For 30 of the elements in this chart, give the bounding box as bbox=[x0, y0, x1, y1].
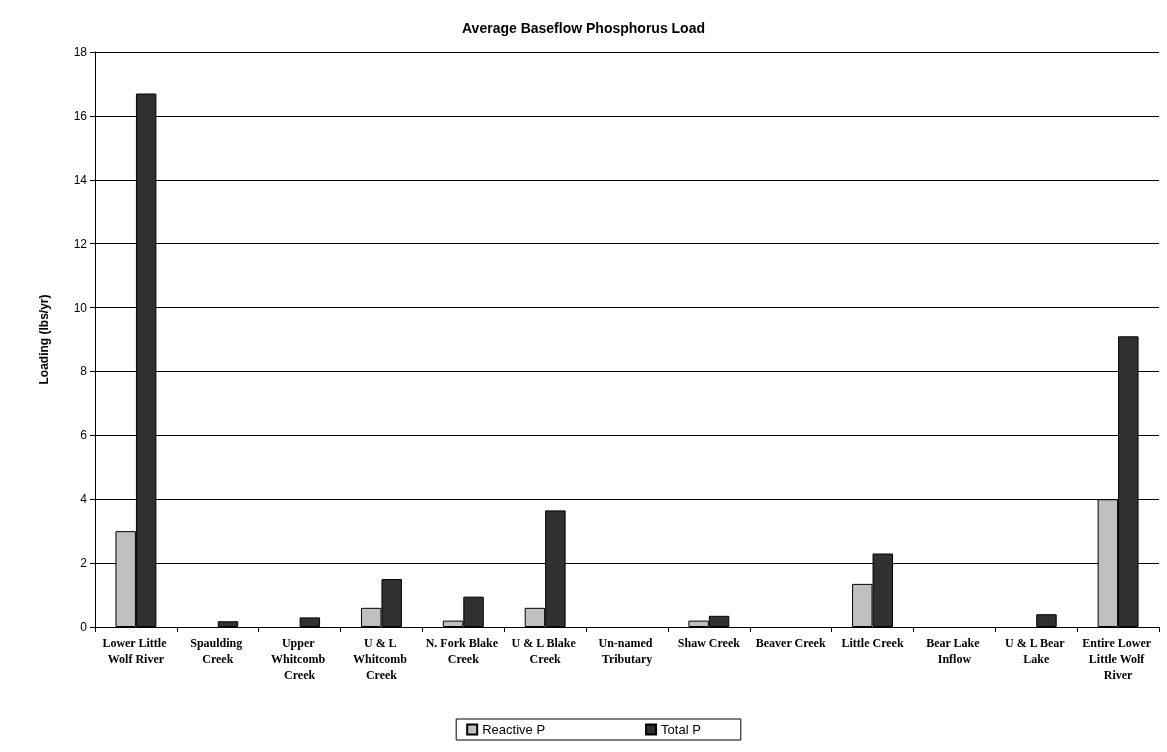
x-tick-label: N. Fork Blake Creek bbox=[425, 636, 501, 666]
x-tick-label: U & L Blake Creek bbox=[511, 636, 579, 666]
y-tick-label: 8 bbox=[80, 364, 88, 379]
x-tick-label: Bear Lake Inflow bbox=[926, 636, 983, 666]
x-tick-label: Upper Whitcomb Creek bbox=[271, 636, 329, 682]
y-tick-label: 2 bbox=[80, 556, 88, 571]
x-tick-label: Little Creek bbox=[841, 636, 904, 650]
y-tick-label: 18 bbox=[73, 45, 88, 59]
legend-label: Reactive P bbox=[482, 722, 546, 737]
x-tick-label: U & L Whitcomb Creek bbox=[352, 636, 410, 682]
x-tick-label: Beaver Creek bbox=[755, 636, 826, 650]
x-tick-label: Shaw Creek bbox=[677, 636, 741, 650]
y-tick-label: 10 bbox=[73, 300, 88, 315]
y-tick-label: 12 bbox=[73, 236, 88, 251]
legend-label: Total P bbox=[661, 722, 701, 737]
x-tick-label: Entire Lower Little Wolf River bbox=[1082, 636, 1154, 682]
bar bbox=[217, 621, 239, 627]
y-tick-label: 14 bbox=[73, 172, 88, 187]
bar bbox=[299, 617, 321, 627]
bar bbox=[1036, 614, 1057, 627]
y-tick-label: 0 bbox=[80, 620, 88, 634]
chart-title: Average Baseflow Phosphorus Load bbox=[462, 20, 705, 36]
y-tick-label: 4 bbox=[80, 492, 88, 507]
x-tick-label: Un-named Tributary bbox=[598, 636, 656, 666]
y-tick-label: 16 bbox=[73, 108, 88, 123]
y-axis-title: Loading (lbs/yr) bbox=[37, 294, 51, 385]
x-tick-label: Spaulding Creek bbox=[190, 636, 246, 666]
x-tick-label: U & L Bear Lake bbox=[1005, 636, 1068, 666]
y-tick-label: 6 bbox=[80, 428, 88, 443]
x-tick-label: Lower Little Wolf River bbox=[102, 636, 170, 666]
